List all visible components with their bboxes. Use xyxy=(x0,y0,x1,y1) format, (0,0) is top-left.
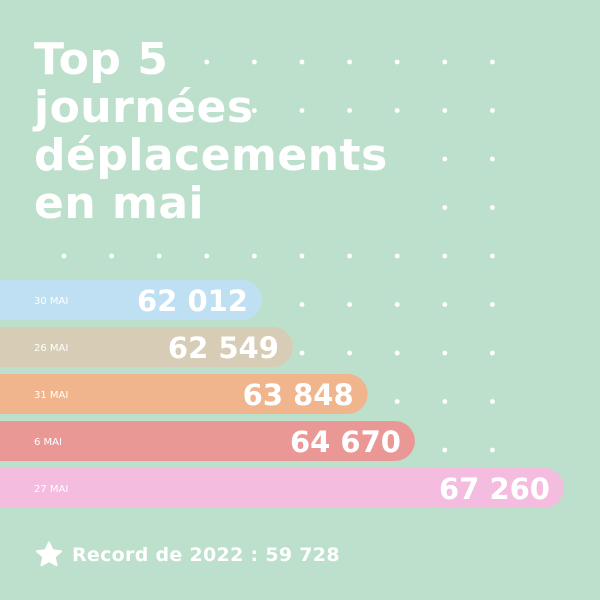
background-dot xyxy=(394,302,400,307)
background-dot xyxy=(442,156,448,162)
background-dot xyxy=(252,108,257,113)
bar xyxy=(0,421,415,461)
background-dot xyxy=(299,108,305,113)
bar xyxy=(0,468,564,508)
background-dot xyxy=(204,253,210,259)
background-dot xyxy=(252,59,257,65)
bar xyxy=(0,374,368,414)
background-dot xyxy=(442,108,448,113)
background-dot xyxy=(490,253,495,259)
background-dot xyxy=(442,302,448,307)
title-line: Top 5 xyxy=(34,34,169,85)
background-dot xyxy=(442,205,448,210)
background-dot xyxy=(490,302,495,307)
background-dot xyxy=(204,59,210,65)
background-dot xyxy=(299,350,305,356)
background-dot xyxy=(490,350,495,356)
background-dot xyxy=(394,350,400,356)
background-dot xyxy=(442,447,448,453)
background-dot xyxy=(394,108,400,113)
title-line: en mai xyxy=(34,178,205,229)
background-dot xyxy=(490,447,495,453)
background-dot xyxy=(490,205,495,210)
background-dot xyxy=(442,253,448,259)
record-footer: Record de 2022 : 59 728 xyxy=(34,538,340,572)
value-label: 62 012 xyxy=(137,284,248,318)
background-dot xyxy=(490,399,495,404)
background-dot xyxy=(61,253,67,259)
value-label: 67 260 xyxy=(439,472,550,506)
background-dot xyxy=(347,302,352,307)
category-label: 26 MAI xyxy=(34,343,68,354)
background-dot xyxy=(347,108,352,113)
background-dot xyxy=(490,156,495,162)
value-label: 63 848 xyxy=(243,378,354,412)
background-dot xyxy=(442,59,448,65)
star-icon xyxy=(36,541,62,567)
value-label: 64 670 xyxy=(290,425,401,459)
background-dot xyxy=(442,350,448,356)
category-label: 6 MAI xyxy=(34,437,62,448)
page-title: Top 5 journées déplacements en mai xyxy=(34,36,388,228)
background-dot xyxy=(347,350,352,356)
background-dot xyxy=(394,399,400,404)
background-dot xyxy=(109,253,114,259)
title-line: journées xyxy=(34,82,254,133)
title-line: déplacements xyxy=(34,130,388,181)
background-dot xyxy=(299,253,305,259)
category-label: 30 MAI xyxy=(34,296,68,307)
background-dot xyxy=(490,108,495,113)
background-dot xyxy=(156,253,162,259)
bar xyxy=(0,280,262,320)
background-dot xyxy=(490,59,495,65)
background-dot xyxy=(347,59,352,65)
record-text: Record de 2022 : 59 728 xyxy=(72,544,340,566)
background-dot xyxy=(252,253,257,259)
background-dot xyxy=(299,59,305,65)
background-dot xyxy=(299,302,305,307)
background-dot xyxy=(394,59,400,65)
background-dot xyxy=(394,253,400,259)
category-label: 31 MAI xyxy=(34,390,68,401)
background-dot xyxy=(347,253,352,259)
value-label: 62 549 xyxy=(168,331,279,365)
category-label: 27 MAI xyxy=(34,484,68,495)
background-dot xyxy=(442,399,448,404)
bar xyxy=(0,327,293,367)
background-dot xyxy=(204,108,210,113)
